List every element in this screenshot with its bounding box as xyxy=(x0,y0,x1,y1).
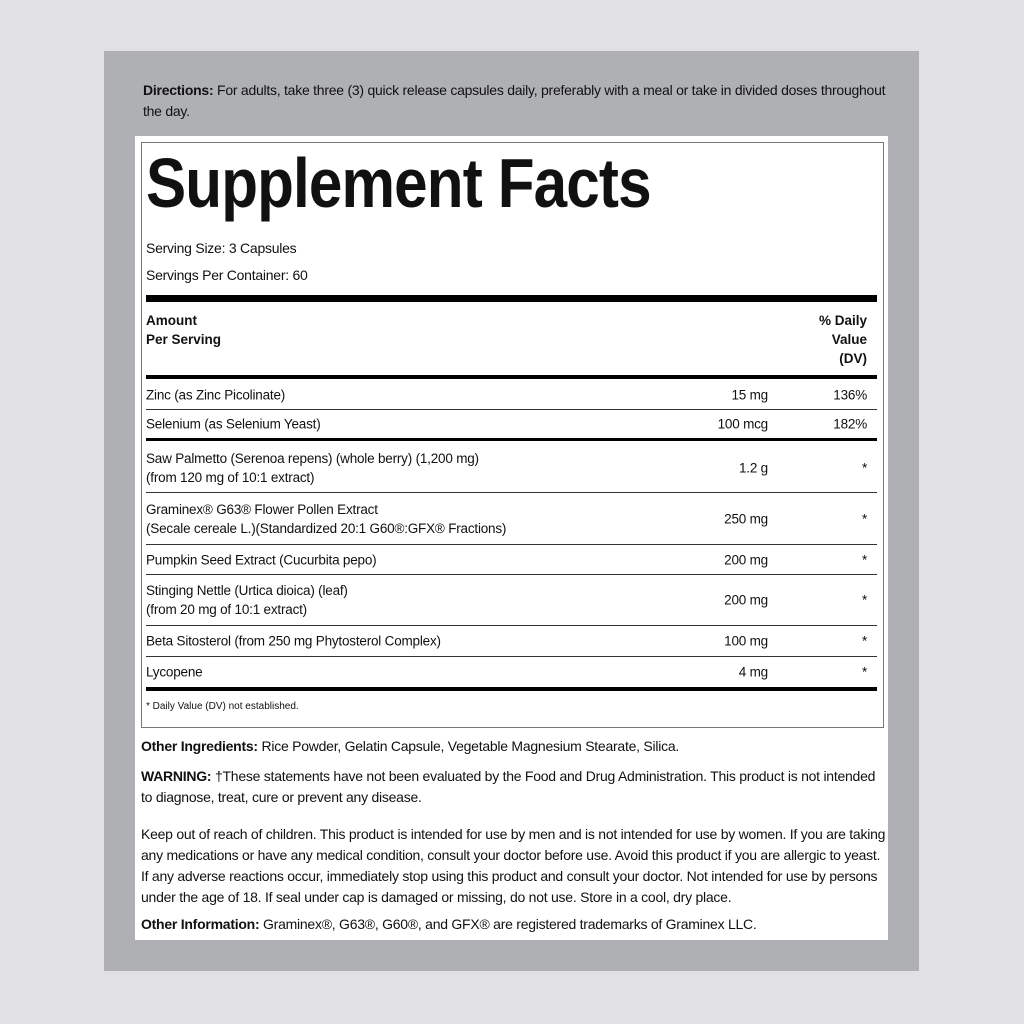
ingredient-name: Pumpkin Seed Extract (Cucurbita pepo) xyxy=(146,550,377,569)
table-row: Stinging Nettle (Urtica dioica) (leaf) (f… xyxy=(146,575,877,626)
dv-header-line: % Daily xyxy=(818,313,867,328)
table-row: Pumpkin Seed Extract (Cucurbita pepo) 200… xyxy=(146,545,877,575)
ingredient-line: Selenium (as Selenium Yeast) xyxy=(146,416,321,432)
ingredient-line: Zinc (as Zinc Picolinate) xyxy=(146,387,286,402)
amount-per-serving: 1.2 g xyxy=(738,460,768,475)
other-information-label: Other Information: xyxy=(141,916,260,932)
directions: Directions: For adults, take three (3) q… xyxy=(143,80,888,122)
daily-value: * xyxy=(861,664,867,680)
ingredient-name: Beta Sitosterol (from 250 mg Phytosterol… xyxy=(146,632,441,651)
label-panel xyxy=(135,136,888,940)
divider-thick xyxy=(146,295,877,302)
supplement-facts-box xyxy=(141,142,884,728)
ingredient-name: Selenium (as Selenium Yeast) xyxy=(146,415,321,434)
ingredient-line: (from 120 mg of 10:1 extract) xyxy=(146,469,315,485)
daily-value: * xyxy=(861,633,867,649)
amount-per-serving: 15 mg xyxy=(731,387,768,402)
table-row: Selenium (as Selenium Yeast) 100 mcg 182% xyxy=(146,410,877,441)
ingredient-name: Stinging Nettle (Urtica dioica) (leaf) (f… xyxy=(146,581,348,619)
other-ingredients: Other Ingredients: Rice Powder, Gelatin … xyxy=(141,736,886,757)
other-ingredients-label: Other Ingredients: xyxy=(141,738,258,754)
amount-per-serving: 200 mg xyxy=(724,552,768,567)
serving-size: Serving Size: 3 Capsules xyxy=(146,240,297,256)
servings-per-container: Servings Per Container: 60 xyxy=(146,267,308,283)
daily-value: * xyxy=(861,552,867,567)
directions-label: Directions: xyxy=(143,82,214,98)
caution-text: Keep out of reach of children. This prod… xyxy=(141,826,886,905)
amount-per-serving: 4 mg xyxy=(738,664,768,680)
daily-value: * xyxy=(861,592,867,608)
amount-per-serving: 100 mg xyxy=(724,633,768,649)
ingredient-name: Saw Palmetto (Serenoa repens) (whole ber… xyxy=(146,449,479,487)
table-row: Beta Sitosterol (from 250 mg Phytosterol… xyxy=(146,626,877,657)
ingredient-line: Stinging Nettle (Urtica dioica) (leaf) xyxy=(146,583,348,598)
other-ingredients-text: Rice Powder, Gelatin Capsule, Vegetable … xyxy=(257,738,679,754)
ingredient-line: Beta Sitosterol (from 250 mg Phytosterol… xyxy=(146,633,441,649)
dv-header: % Daily Value (DV) xyxy=(819,311,867,368)
ingredient-name: Graminex® G63® Flower Pollen Extract (Sec… xyxy=(146,500,506,538)
dv-header-line: Value xyxy=(831,332,867,347)
divider-thick xyxy=(146,687,877,691)
ingredient-name: Zinc (as Zinc Picolinate) xyxy=(146,385,285,404)
other-information-text: Graminex®, G63®, G60®, and GFX® are regi… xyxy=(259,916,757,932)
warning: WARNING: †These statements have not been… xyxy=(141,766,886,808)
ingredient-line: Lycopene xyxy=(146,664,203,680)
daily-value: * xyxy=(861,511,867,526)
warning-label: WARNING: xyxy=(141,768,212,784)
daily-value: 182% xyxy=(833,416,867,432)
table-row: Graminex® G63® Flower Pollen Extract (Sec… xyxy=(146,493,877,545)
table-row: Saw Palmetto (Serenoa repens) (whole ber… xyxy=(146,443,877,493)
ingredient-line: Graminex® G63® Flower Pollen Extract xyxy=(146,501,378,517)
amount-per-serving: 100 mcg xyxy=(717,416,769,432)
ingredient-line: Saw Palmetto (Serenoa repens) (whole ber… xyxy=(146,450,479,466)
other-information: Other Information: Graminex®, G63®, G60®… xyxy=(141,914,886,935)
ingredient-line: (Secale cereale L.)(Standardized 20:1 G6… xyxy=(146,520,507,536)
warning-text: †These statements have not been evaluate… xyxy=(141,768,876,805)
amount-per-serving: 250 mg xyxy=(724,511,768,526)
divider-thick xyxy=(146,375,877,379)
ingredient-name: Lycopene xyxy=(146,663,203,682)
table-row: Lycopene 4 mg * xyxy=(146,657,877,687)
amount-per-serving: 200 mg xyxy=(724,592,768,608)
amount-header-line: Amount xyxy=(146,313,197,328)
ingredient-line: (from 20 mg of 10:1 extract) xyxy=(146,602,307,617)
amount-header-line: Per Serving xyxy=(146,332,222,347)
footnote: * Daily Value (DV) not established. xyxy=(146,701,299,712)
table-row: Zinc (as Zinc Picolinate) 15 mg 136% xyxy=(146,380,877,410)
daily-value: 136% xyxy=(833,387,867,402)
facts-title: Supplement Facts xyxy=(146,144,652,222)
dv-header-line: (DV) xyxy=(839,351,867,366)
daily-value: * xyxy=(861,460,867,475)
amount-header: Amount Per Serving xyxy=(146,311,221,349)
ingredient-line: Pumpkin Seed Extract (Cucurbita pepo) xyxy=(146,552,377,567)
directions-text: For adults, take three (3) quick release… xyxy=(143,82,886,119)
